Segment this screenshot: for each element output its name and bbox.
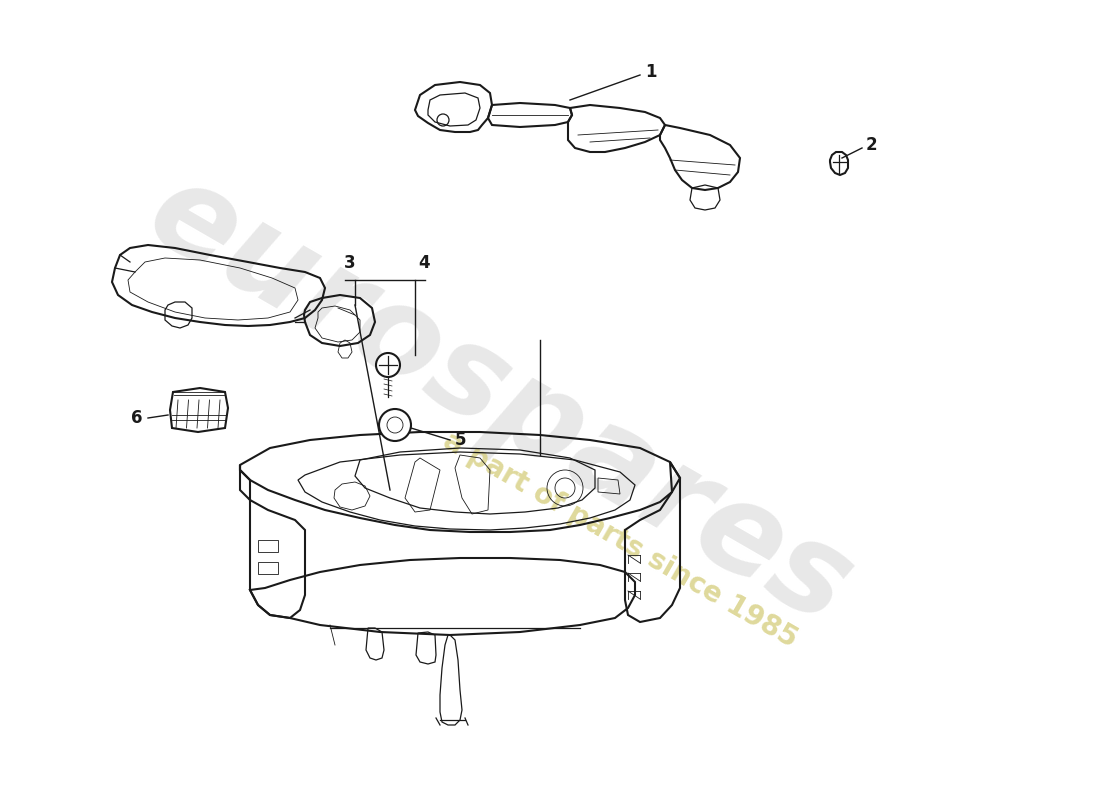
Text: eurospares: eurospares [128,150,872,650]
Text: 6: 6 [131,409,142,427]
Circle shape [379,409,411,441]
Circle shape [376,353,400,377]
Text: a part of parts since 1985: a part of parts since 1985 [438,426,802,654]
Text: 1: 1 [645,63,657,81]
Text: 4: 4 [418,254,430,272]
Text: 2: 2 [866,136,878,154]
Text: 5: 5 [455,431,466,449]
Polygon shape [170,388,228,432]
Text: 3: 3 [344,254,355,272]
